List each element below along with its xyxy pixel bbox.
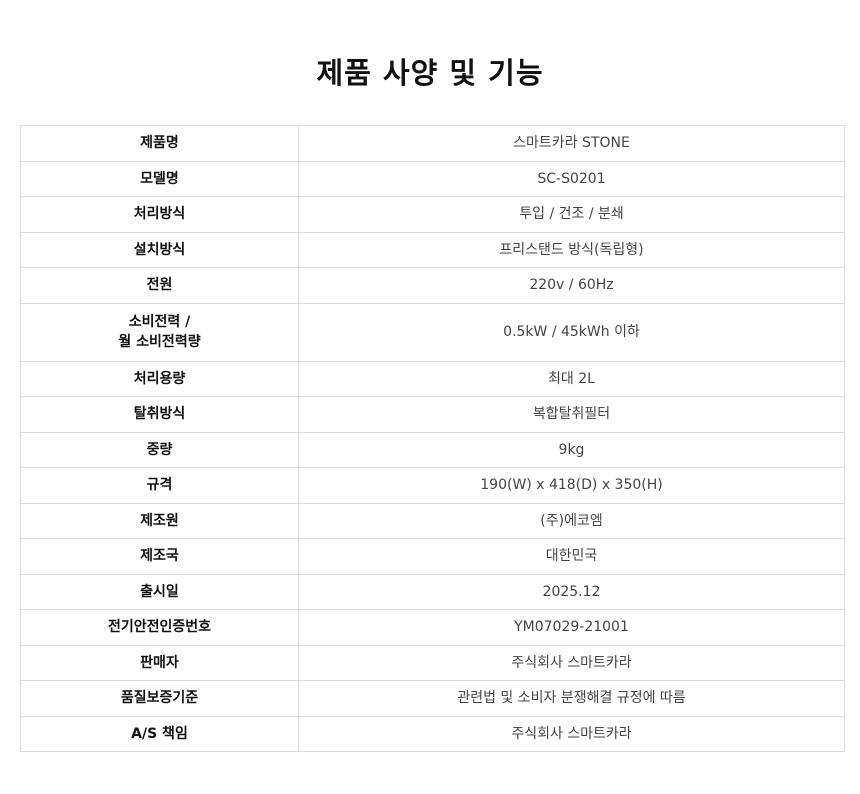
- spec-label: 모델명: [20, 160, 299, 197]
- spec-value: 2025.12: [298, 573, 845, 610]
- spec-label: 소비전력 / 월 소비전력량: [20, 302, 299, 362]
- spec-label-text: 전원: [146, 277, 173, 294]
- spec-label: 설치방식: [20, 231, 299, 268]
- spec-value: YM07029-21001: [298, 609, 845, 646]
- spec-label-text: 품질보증기준: [120, 690, 199, 707]
- spec-row: 제조국 대한민국: [20, 538, 845, 575]
- spec-label: 처리용량: [20, 360, 299, 397]
- spec-row: 처리방식 투입 / 건조 / 분쇄: [20, 196, 845, 233]
- spec-label-text: A/S 책임: [131, 725, 188, 742]
- spec-label: 전원: [20, 267, 299, 304]
- spec-value: 관련법 및 소비자 분쟁해결 규정에 따름: [298, 680, 845, 717]
- spec-label: 중량: [20, 431, 299, 468]
- spec-label-text: 중량: [146, 441, 173, 458]
- spec-label-text: 제조원: [140, 512, 179, 529]
- spec-value: 0.5kW / 45kWh 이하: [298, 302, 845, 362]
- spec-label: 전기안전인증번호: [20, 609, 299, 646]
- spec-label: 탈취방식: [20, 396, 299, 433]
- spec-label-text: 제품명: [140, 135, 179, 152]
- spec-row: 소비전력 / 월 소비전력량 0.5kW / 45kWh 이하: [20, 302, 845, 362]
- spec-label-text: 판매자: [140, 654, 179, 671]
- spec-row: 제조원 (주)에코엠: [20, 502, 845, 539]
- spec-label-text: 규격: [146, 477, 173, 494]
- spec-label: 제조국: [20, 538, 299, 575]
- spec-value: 복합탈취필터: [298, 396, 845, 433]
- spec-label-text: 소비전력 /: [128, 314, 191, 330]
- spec-label-text: 모델명: [140, 170, 179, 187]
- spec-label-text: 처리방식: [133, 206, 186, 223]
- spec-label: 제품명: [20, 125, 299, 162]
- spec-row: 출시일 2025.12: [20, 573, 845, 610]
- spec-row: 중량 9kg: [20, 431, 845, 468]
- spec-value: 190(W) x 418(D) x 350(H): [298, 467, 845, 504]
- spec-row: 탈취방식 복합탈취필터: [20, 396, 845, 433]
- spec-label-text: 설치방식: [133, 241, 186, 258]
- spec-value: 프리스탠드 방식(독립형): [298, 231, 845, 268]
- spec-label: 규격: [20, 467, 299, 504]
- page-title: 제품 사양 및 기능: [316, 56, 544, 90]
- spec-label-text: 출시일: [140, 583, 179, 600]
- spec-value: 9kg: [298, 431, 845, 468]
- spec-row: 판매자 주식회사 스마트카라: [20, 644, 845, 681]
- spec-row: 전기안전인증번호 YM07029-21001: [20, 609, 845, 646]
- spec-row: 제품명 스마트카라 STONE: [20, 125, 845, 162]
- spec-label-text-line2: 월 소비전력량: [118, 334, 201, 350]
- spec-value: 주식회사 스마트카라: [298, 715, 845, 752]
- spec-label: 제조원: [20, 502, 299, 539]
- spec-value: 최대 2L: [298, 360, 845, 397]
- spec-value: 투입 / 건조 / 분쇄: [298, 196, 845, 233]
- spec-row: 처리용량 최대 2L: [20, 360, 845, 397]
- spec-row: 규격 190(W) x 418(D) x 350(H): [20, 467, 845, 504]
- spec-label-text: 전기안전인증번호: [107, 619, 212, 636]
- spec-row: 설치방식 프리스탠드 방식(독립형): [20, 231, 845, 268]
- spec-value: SC-S0201: [298, 160, 845, 197]
- spec-value: 220v / 60Hz: [298, 267, 845, 304]
- spec-label: 판매자: [20, 644, 299, 681]
- spec-label: A/S 책임: [20, 715, 299, 752]
- spec-label: 품질보증기준: [20, 680, 299, 717]
- spec-row: A/S 책임 주식회사 스마트카라: [20, 715, 845, 752]
- spec-value: (주)에코엠: [298, 502, 845, 539]
- spec-row: 모델명 SC-S0201: [20, 160, 845, 197]
- spec-label-text: 제조국: [140, 548, 179, 565]
- spec-row: 품질보증기준 관련법 및 소비자 분쟁해결 규정에 따름: [20, 680, 845, 717]
- spec-row: 전원 220v / 60Hz: [20, 267, 845, 304]
- spec-value: 스마트카라 STONE: [298, 125, 845, 162]
- spec-table: 제품명 스마트카라 STONE 모델명 SC-S0201 처리방식 투입 / 건조 / 분…: [20, 125, 845, 752]
- spec-label-text: 처리용량: [133, 370, 186, 387]
- spec-value: 주식회사 스마트카라: [298, 644, 845, 681]
- spec-value: 대한민국: [298, 538, 845, 575]
- spec-label: 출시일: [20, 573, 299, 610]
- spec-label: 처리방식: [20, 196, 299, 233]
- spec-label-text: 탈취방식: [133, 406, 186, 423]
